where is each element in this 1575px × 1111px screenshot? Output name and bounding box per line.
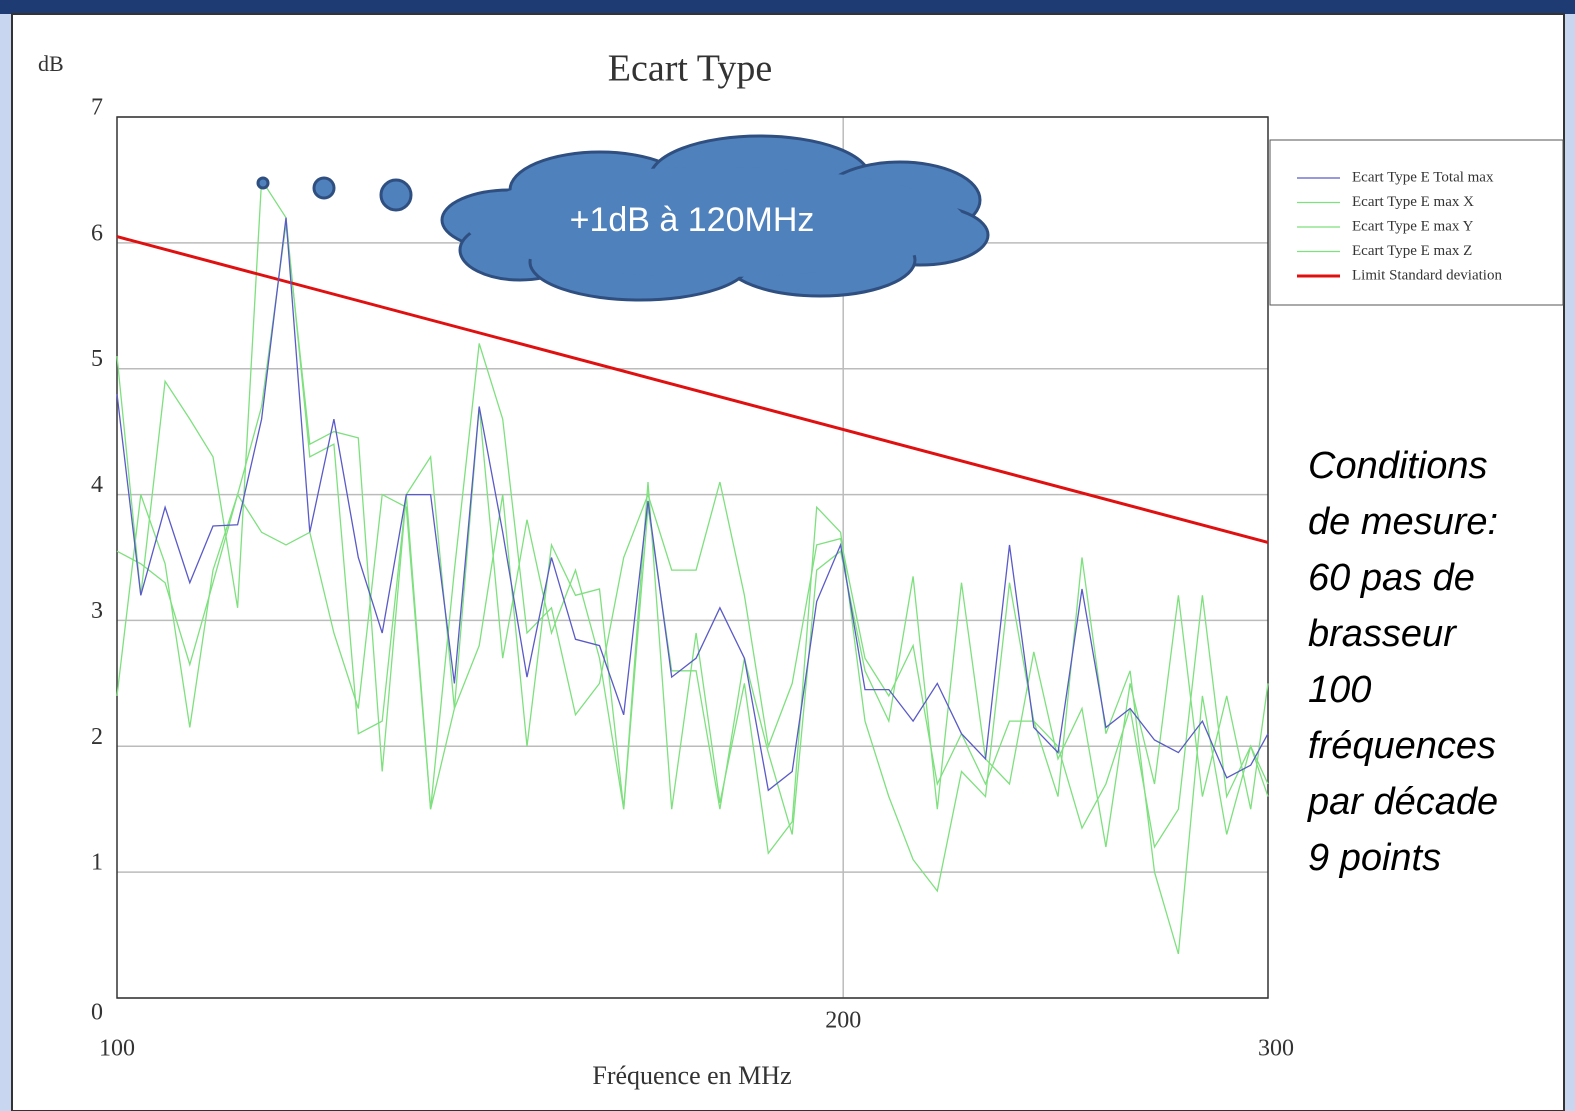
- chart-title: Ecart Type: [608, 48, 772, 90]
- side-note-line: 100: [1308, 669, 1371, 711]
- side-note-line: fréquences: [1308, 725, 1496, 767]
- bubble: [379, 178, 413, 212]
- thought-cloud: [256, 134, 990, 302]
- bubble: [256, 176, 270, 190]
- y-tick-label: 4: [91, 472, 103, 498]
- y-tick-label: 5: [91, 346, 103, 372]
- plot-frame: [116, 116, 1269, 999]
- series-line: [116, 177, 1269, 955]
- y-tick-label: 1: [91, 850, 103, 876]
- x-axis-label: Fréquence en MHz: [592, 1061, 791, 1090]
- legend-label: Limit Standard deviation: [1352, 267, 1502, 283]
- y-axis-label: dB: [38, 51, 64, 76]
- series-line: [116, 235, 1269, 544]
- side-note-line: 9 points: [1308, 837, 1441, 879]
- x-tick-label: 200: [825, 1008, 861, 1034]
- legend-label: Ecart Type E Total max: [1352, 169, 1494, 185]
- side-note-line: 60 pas de: [1308, 557, 1475, 599]
- legend-box: [1269, 139, 1564, 306]
- top-bar: [0, 0, 1575, 14]
- x-tick-label: 100: [99, 1036, 135, 1062]
- y-tick-label: 2: [91, 724, 103, 750]
- y-tick-label: 3: [91, 598, 103, 624]
- annotation: +1dB à 120MHz: [570, 201, 815, 239]
- legend-label: Ecart Type E max X: [1352, 194, 1474, 210]
- side-note-line: Conditions: [1308, 445, 1488, 487]
- y-tick-label: 0: [91, 1000, 103, 1026]
- series-line: [116, 223, 1269, 849]
- y-tick-label: 6: [91, 220, 103, 246]
- x-tick-label: 300: [1258, 1036, 1294, 1062]
- series-line: [116, 217, 1269, 792]
- side-note: Conditions de mesure: 60 pas de brasseur 100…: [1307, 445, 1498, 879]
- side-note-line: brasseur: [1308, 613, 1457, 655]
- legend-label: Ecart Type E max Z: [1352, 243, 1472, 259]
- side-note-line: par décade: [1307, 781, 1498, 823]
- side-note-line: de mesure:: [1308, 501, 1498, 543]
- cloud-core: [465, 167, 965, 277]
- legend: Ecart Type E Total max Ecart Type E max X…: [1297, 169, 1502, 283]
- y-tick-label: 7: [91, 95, 103, 121]
- bubble: [312, 176, 336, 200]
- legend-label: Ecart Type E max Y: [1352, 218, 1474, 234]
